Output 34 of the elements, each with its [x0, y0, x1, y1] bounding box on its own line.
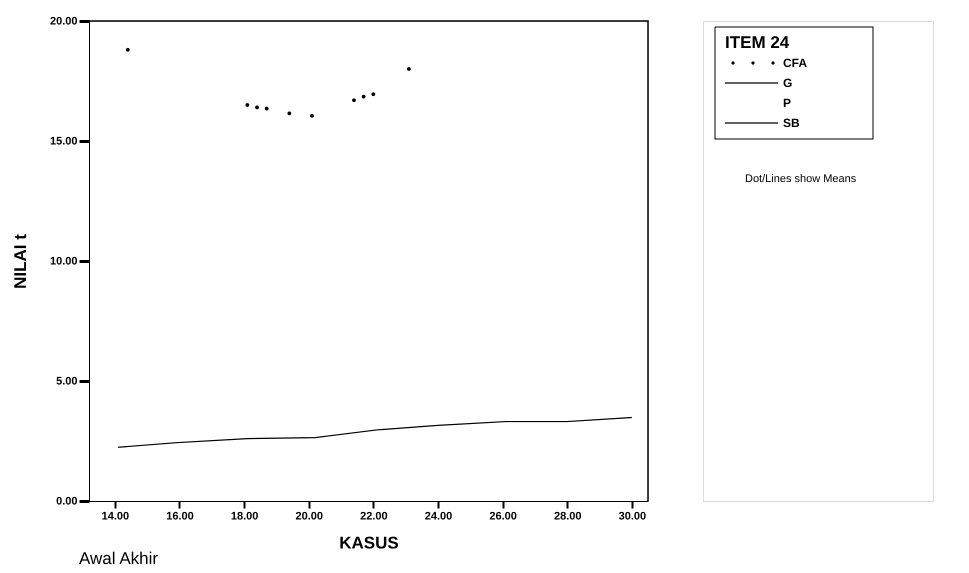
- y-tick-label: 15.00: [50, 136, 78, 148]
- x-tick-label: 16.00: [166, 510, 194, 522]
- legend-label: P: [783, 96, 792, 110]
- point: [371, 92, 376, 96]
- point: [310, 114, 314, 118]
- y-tick-label: 5.00: [56, 376, 78, 388]
- point: [245, 103, 250, 107]
- x-tick-label: 22.00: [360, 510, 388, 522]
- legend-label: G: [783, 76, 792, 90]
- y-tick-label: 20.00: [50, 16, 78, 28]
- x-tick-label: 30.00: [618, 510, 646, 522]
- point: [287, 112, 292, 116]
- legend-label: CFA: [783, 56, 808, 70]
- x-tick-label: 18.00: [230, 510, 258, 522]
- x-tick-label: 20.00: [295, 510, 323, 522]
- legend-label: SB: [783, 116, 800, 130]
- point: [126, 48, 130, 52]
- x-tick-label: 28.00: [554, 510, 582, 522]
- point: [264, 106, 269, 110]
- text: Dot/Lines show Means: [745, 173, 857, 185]
- x-tick-label: 24.00: [424, 510, 452, 522]
- point: [407, 67, 411, 71]
- x-axis-title: KASUS: [339, 534, 399, 552]
- x-tick-label: 26.00: [489, 510, 517, 522]
- point: [362, 94, 366, 98]
- y-tick-label: 10.00: [50, 256, 78, 268]
- legend-title: ITEM 24: [725, 33, 790, 52]
- point: [255, 106, 259, 110]
- line-series: [117, 416, 632, 448]
- y-tick-label: 0.00: [56, 496, 78, 508]
- point: [352, 98, 356, 102]
- text: Awal Akhir: [79, 549, 158, 568]
- x-tick-label: 14.00: [102, 510, 130, 522]
- y-axis-title: NILAI t: [10, 234, 30, 289]
